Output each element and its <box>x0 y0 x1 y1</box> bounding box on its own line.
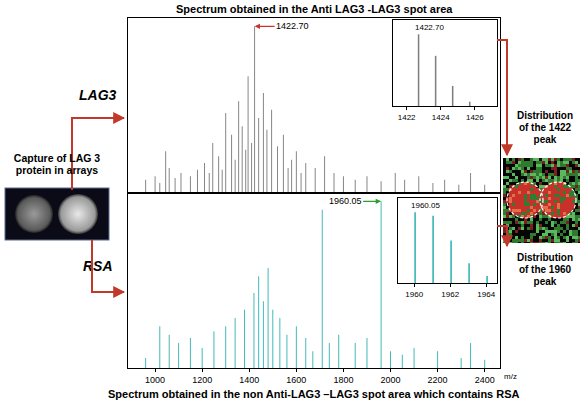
html-text:Capture of LAG 3 protein in ar: Capture of LAG 3 protein in arrays <box>13 152 101 176</box>
svg-text:1600: 1600 <box>286 375 306 385</box>
svg-text:1422.70: 1422.70 <box>276 21 309 31</box>
svg-text:1426: 1426 <box>466 113 484 122</box>
html-text:Distribution of the 1422 peak: Distribution of the 1422 peak <box>516 110 573 145</box>
svg-text:1960.05: 1960.05 <box>411 201 440 210</box>
svg-text:1424: 1424 <box>432 113 450 122</box>
svg-text:2200: 2200 <box>428 375 448 385</box>
svg-text:1960: 1960 <box>405 290 423 299</box>
svg-text:Spectrum obtained in the non A: Spectrum obtained in the non Anti-LAG3 –… <box>108 388 520 400</box>
svg-text:1800: 1800 <box>333 375 353 385</box>
svg-text:1400: 1400 <box>239 375 259 385</box>
svg-text:2400: 2400 <box>475 375 495 385</box>
svg-text:1960.05: 1960.05 <box>329 196 362 206</box>
svg-text:1962: 1962 <box>441 290 459 299</box>
svg-text:1200: 1200 <box>192 375 212 385</box>
svg-text:2000: 2000 <box>381 375 401 385</box>
svg-text:1964: 1964 <box>477 290 495 299</box>
html-text:Distribution of the 1960 peak: Distribution of the 1960 peak <box>516 252 573 287</box>
svg-text:LAG3: LAG3 <box>79 87 117 103</box>
svg-text:Spectrum obtained in the Anti: Spectrum obtained in the Anti LAG3 -LAG3… <box>176 3 453 15</box>
svg-text:1000: 1000 <box>145 375 165 385</box>
svg-text:1422.70: 1422.70 <box>415 23 444 32</box>
svg-text:m/z: m/z <box>504 372 517 381</box>
svg-text:RSA: RSA <box>83 258 113 274</box>
svg-text:1422: 1422 <box>398 113 416 122</box>
